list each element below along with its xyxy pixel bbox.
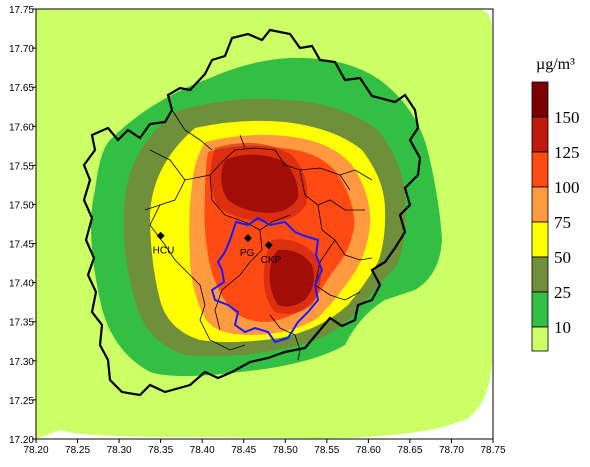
x-tick-label: 78.65 xyxy=(397,445,422,456)
x-tick-label: 78.30 xyxy=(107,445,132,456)
x-tick-label: 78.55 xyxy=(314,445,339,456)
y-tick-label: 17.55 xyxy=(9,161,34,172)
station-marker xyxy=(264,241,273,250)
x-tick-label: 78.45 xyxy=(231,445,256,456)
urban-boundary xyxy=(210,216,324,344)
y-tick-label: 17.65 xyxy=(9,83,34,94)
y-tick-label: 17.30 xyxy=(9,357,34,368)
y-tick-label: 17.75 xyxy=(9,5,34,16)
legend-swatch xyxy=(531,221,549,258)
x-tick-label: 78.35 xyxy=(148,445,173,456)
y-axis: 17.75 17.70 17.65 17.60 17.55 17.50 17.45 17.40… xyxy=(9,5,36,446)
x-tick-label: 78.40 xyxy=(190,445,215,456)
x-tick-label: 78.75 xyxy=(480,445,505,456)
district-boundary xyxy=(82,28,422,397)
y-tick-label: 17.60 xyxy=(9,122,34,133)
legend-level-label: 100 xyxy=(554,178,580,197)
y-tick-label: 17.70 xyxy=(9,44,34,55)
x-axis: 78.20 78.25 78.30 78.35 78.40 78.45 78.50 78.55… xyxy=(23,439,506,456)
legend-swatch xyxy=(531,81,549,118)
station-label: PG xyxy=(240,248,255,259)
y-tick-label: 17.25 xyxy=(9,396,34,407)
x-tick-label: 78.25 xyxy=(65,445,90,456)
legend-swatch xyxy=(531,186,549,223)
station-label: HCU xyxy=(153,246,175,257)
y-tick-label: 17.50 xyxy=(9,200,34,211)
legend-level-label: 125 xyxy=(554,143,580,162)
legend-level-label: 75 xyxy=(554,213,571,232)
contour-band-125-south-core xyxy=(263,239,321,314)
station-marker xyxy=(156,231,165,240)
legend-swatch xyxy=(531,256,549,293)
legend-level-label: 150 xyxy=(554,108,580,127)
legend: µg/m³ 150 125 100 75 50 25 10 xyxy=(531,56,580,352)
legend-level-label: 25 xyxy=(554,283,571,302)
x-tick-label: 78.70 xyxy=(439,445,464,456)
station-marker xyxy=(243,234,252,243)
legend-level-label: 10 xyxy=(554,318,571,337)
y-tick-label: 17.45 xyxy=(9,240,34,251)
y-tick-label: 17.35 xyxy=(9,318,34,329)
legend-swatch xyxy=(531,116,549,153)
mandal-boundaries xyxy=(144,109,373,361)
legend-swatch xyxy=(531,151,549,188)
station-label: CKP xyxy=(261,255,282,266)
legend-unit: µg/m³ xyxy=(536,56,575,73)
plot-frame xyxy=(35,8,494,440)
legend-swatch xyxy=(531,291,549,328)
x-tick-label: 78.20 xyxy=(23,445,48,456)
y-tick-label: 17.40 xyxy=(9,279,34,290)
legend-level-label: 50 xyxy=(554,248,571,267)
legend-swatch-lowest xyxy=(531,326,549,352)
y-tick-label: 17.20 xyxy=(9,435,34,446)
x-tick-label: 78.50 xyxy=(273,445,298,456)
stations-layer: HCU PG CKP xyxy=(153,231,282,266)
x-tick-label: 78.60 xyxy=(356,445,381,456)
